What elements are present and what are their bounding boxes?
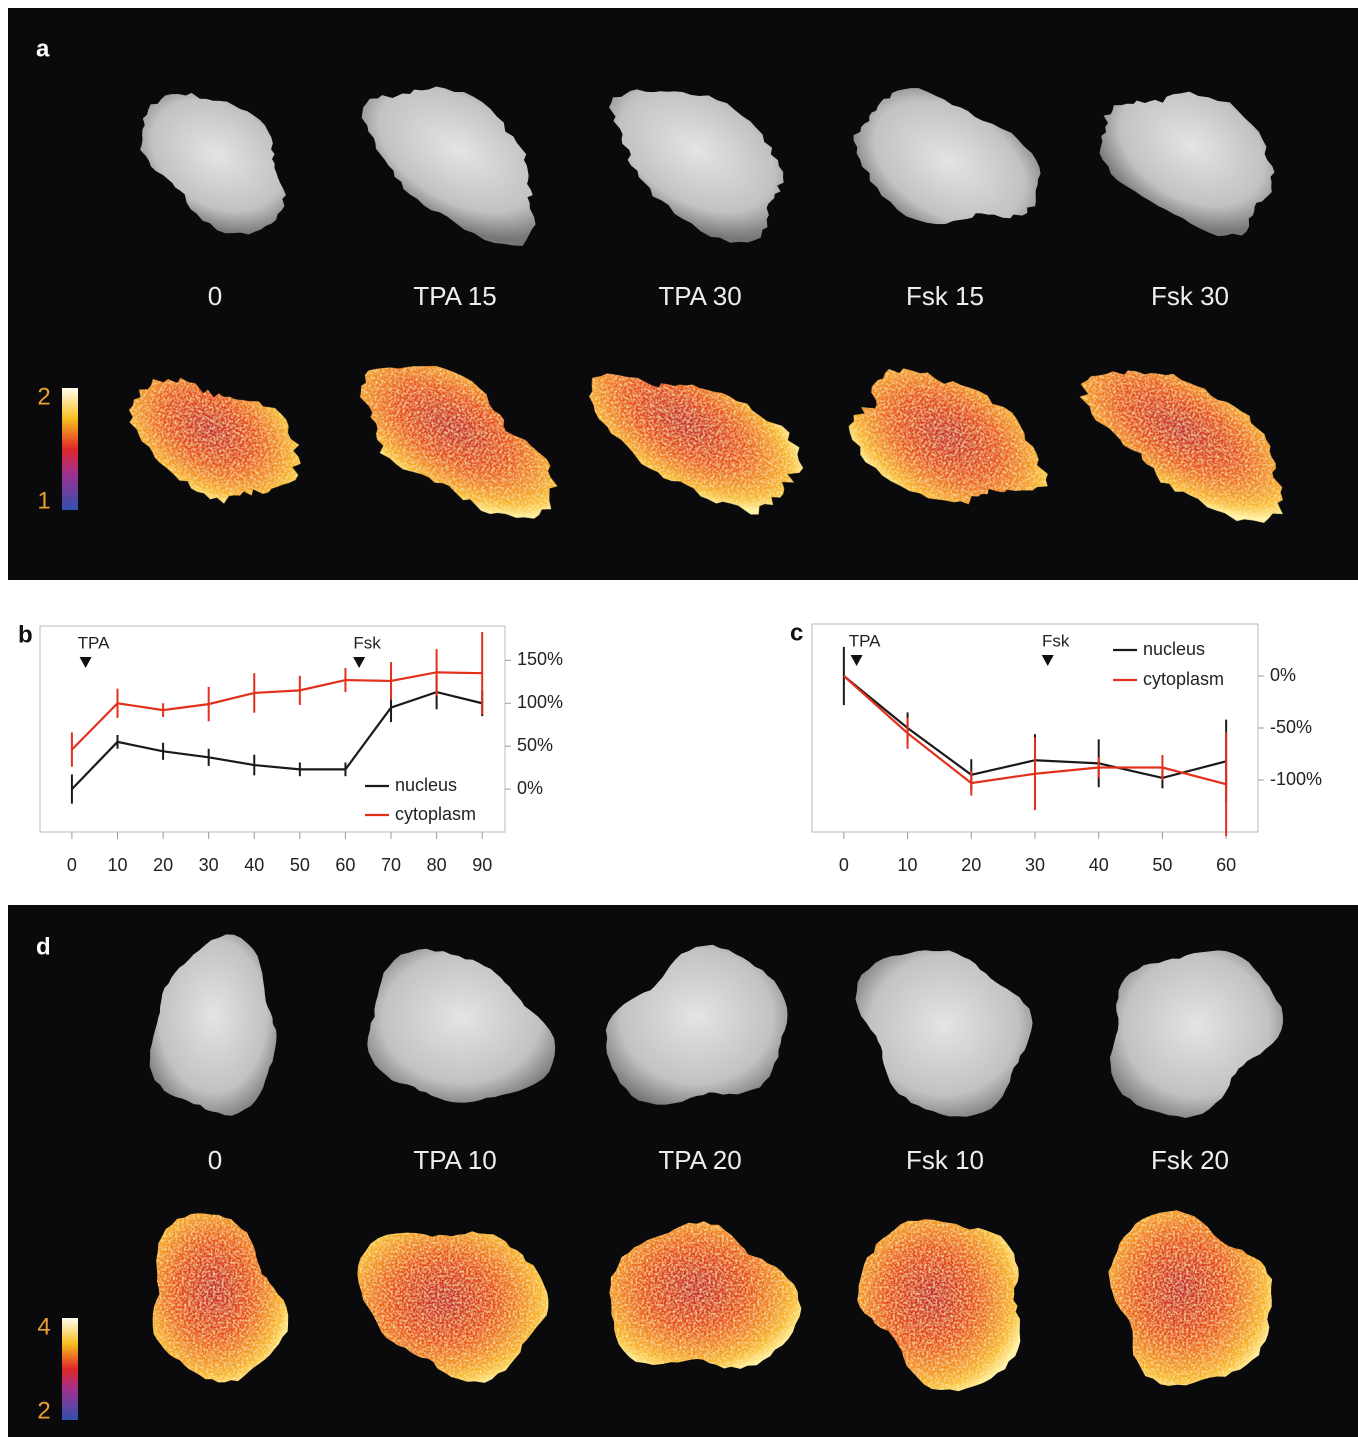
panel-label: c xyxy=(790,619,803,646)
y-tick-label: 100% xyxy=(517,692,563,712)
scale-min-label: 1 xyxy=(37,487,50,514)
x-tick-label: 20 xyxy=(153,855,173,875)
y-tick-label: -100% xyxy=(1270,769,1322,789)
x-tick-label: 60 xyxy=(335,855,355,875)
y-tick-label: 0% xyxy=(517,778,543,798)
x-tick-label: 80 xyxy=(427,855,447,875)
y-tick-label: 150% xyxy=(517,649,563,669)
x-tick-label: 50 xyxy=(1152,855,1172,875)
annotation-text: TPA xyxy=(849,631,881,650)
x-tick-label: 20 xyxy=(961,855,981,875)
y-tick-label: 50% xyxy=(517,735,553,755)
legend-label: cytoplasm xyxy=(1143,669,1224,689)
annotation-arrow xyxy=(80,657,92,668)
annotation-arrow xyxy=(353,657,365,668)
figure: a 0 TPA 15 TPA 30 Fsk 15 Fsk 30 2 1 d 0 TPA 10 TPA … xyxy=(0,0,1358,1437)
scale-max-label: 4 xyxy=(37,1313,50,1340)
image-caption: Fsk 15 xyxy=(906,281,984,311)
color-scale xyxy=(62,388,78,510)
annotation-text: Fsk xyxy=(1042,631,1070,650)
legend-label: nucleus xyxy=(1143,639,1205,659)
annotation-text: Fsk xyxy=(353,633,381,652)
x-tick-label: 10 xyxy=(898,855,918,875)
image-caption: 0 xyxy=(208,281,222,311)
panel-label: d xyxy=(36,933,51,960)
x-tick-label: 0 xyxy=(67,855,77,875)
x-tick-label: 70 xyxy=(381,855,401,875)
x-tick-label: 50 xyxy=(290,855,310,875)
color-scale xyxy=(62,1318,78,1420)
image-caption: Fsk 10 xyxy=(906,1145,984,1175)
annotation-arrow xyxy=(1042,655,1054,666)
series-line xyxy=(72,672,482,749)
image-caption: TPA 10 xyxy=(413,1145,496,1175)
x-tick-label: 0 xyxy=(839,855,849,875)
panel-label: a xyxy=(36,35,50,62)
y-tick-label: -50% xyxy=(1270,717,1312,737)
x-tick-label: 10 xyxy=(107,855,127,875)
image-caption: 0 xyxy=(208,1145,222,1175)
image-caption: Fsk 30 xyxy=(1151,281,1229,311)
x-tick-label: 90 xyxy=(472,855,492,875)
panel-label: b xyxy=(18,621,33,648)
legend-label: cytoplasm xyxy=(395,804,476,824)
x-tick-label: 30 xyxy=(199,855,219,875)
legend-label: nucleus xyxy=(395,775,457,795)
scale-max-label: 2 xyxy=(37,383,50,410)
annotation-text: TPA xyxy=(78,633,110,652)
image-caption: TPA 20 xyxy=(658,1145,741,1175)
x-tick-label: 30 xyxy=(1025,855,1045,875)
image-caption: TPA 30 xyxy=(658,281,741,311)
y-tick-label: 0% xyxy=(1270,665,1296,685)
image-caption: Fsk 20 xyxy=(1151,1145,1229,1175)
annotation-arrow xyxy=(851,655,863,666)
image-caption: TPA 15 xyxy=(413,281,496,311)
x-tick-label: 40 xyxy=(1089,855,1109,875)
x-tick-label: 60 xyxy=(1216,855,1236,875)
plot-frame xyxy=(40,626,505,832)
x-tick-label: 40 xyxy=(244,855,264,875)
scale-min-label: 2 xyxy=(37,1397,50,1424)
